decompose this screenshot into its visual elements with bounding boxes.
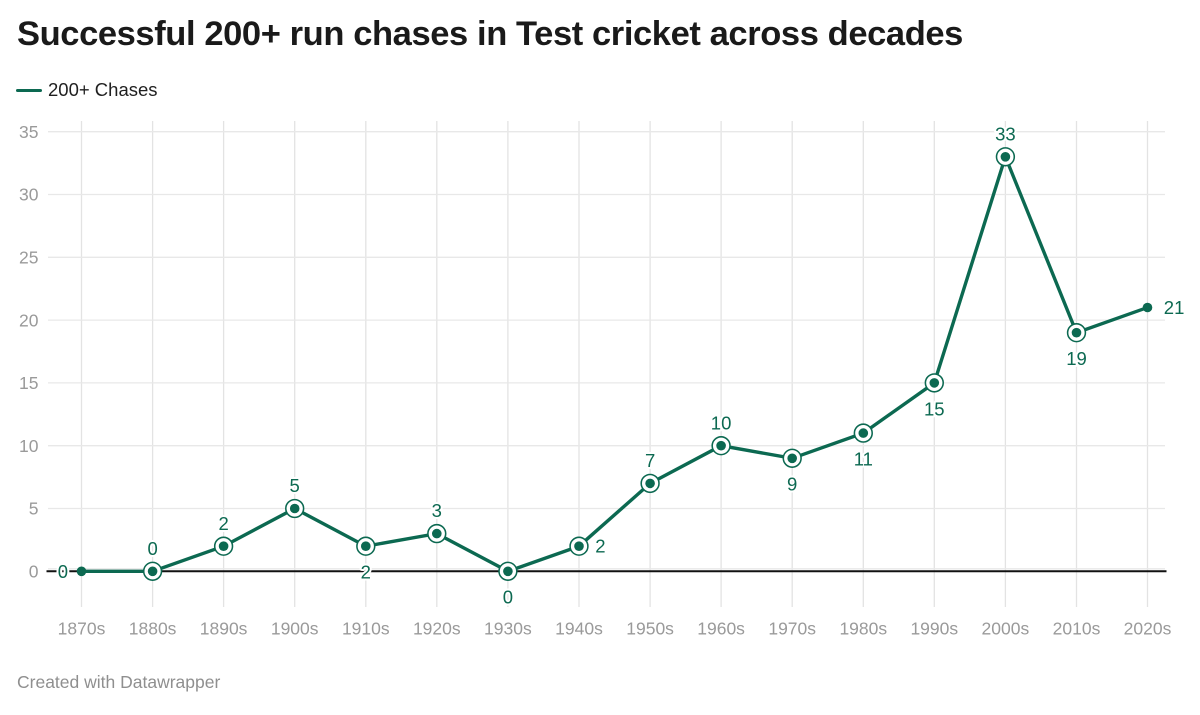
svg-text:10: 10 — [19, 436, 39, 456]
svg-text:20: 20 — [19, 310, 39, 330]
svg-text:1940s: 1940s — [555, 619, 603, 639]
svg-text:3: 3 — [432, 500, 442, 521]
svg-text:35: 35 — [19, 122, 38, 142]
svg-text:1890s: 1890s — [200, 619, 248, 639]
svg-text:1970s: 1970s — [768, 619, 816, 639]
svg-text:11: 11 — [854, 449, 873, 470]
svg-text:0: 0 — [29, 562, 39, 582]
svg-text:1930s: 1930s — [484, 619, 532, 639]
svg-text:9: 9 — [787, 474, 797, 495]
svg-text:1880s: 1880s — [129, 619, 177, 639]
svg-text:15: 15 — [924, 398, 945, 419]
svg-text:5: 5 — [29, 499, 39, 519]
svg-text:1900s: 1900s — [271, 619, 319, 639]
svg-text:1910s: 1910s — [342, 619, 390, 639]
svg-text:2: 2 — [595, 536, 605, 557]
svg-text:1870s: 1870s — [58, 619, 106, 639]
svg-text:5: 5 — [290, 475, 300, 496]
svg-text:0: 0 — [147, 538, 157, 559]
svg-text:7: 7 — [645, 450, 655, 471]
svg-text:2: 2 — [218, 513, 228, 534]
svg-text:1980s: 1980s — [839, 619, 887, 639]
svg-text:0: 0 — [58, 561, 68, 582]
svg-text:10: 10 — [711, 412, 732, 433]
svg-text:15: 15 — [19, 373, 38, 393]
svg-text:21: 21 — [1164, 297, 1185, 318]
svg-text:1990s: 1990s — [910, 619, 958, 639]
svg-text:25: 25 — [19, 248, 38, 268]
svg-text:19: 19 — [1066, 348, 1087, 369]
svg-text:0: 0 — [503, 587, 513, 608]
svg-text:2010s: 2010s — [1053, 619, 1101, 639]
svg-text:2000s: 2000s — [982, 619, 1030, 639]
svg-text:1950s: 1950s — [626, 619, 674, 639]
svg-text:30: 30 — [19, 185, 39, 205]
svg-text:33: 33 — [995, 123, 1016, 144]
svg-text:2020s: 2020s — [1124, 619, 1172, 639]
svg-text:1960s: 1960s — [697, 619, 745, 639]
svg-text:1920s: 1920s — [413, 619, 461, 639]
svg-text:2: 2 — [361, 562, 371, 583]
